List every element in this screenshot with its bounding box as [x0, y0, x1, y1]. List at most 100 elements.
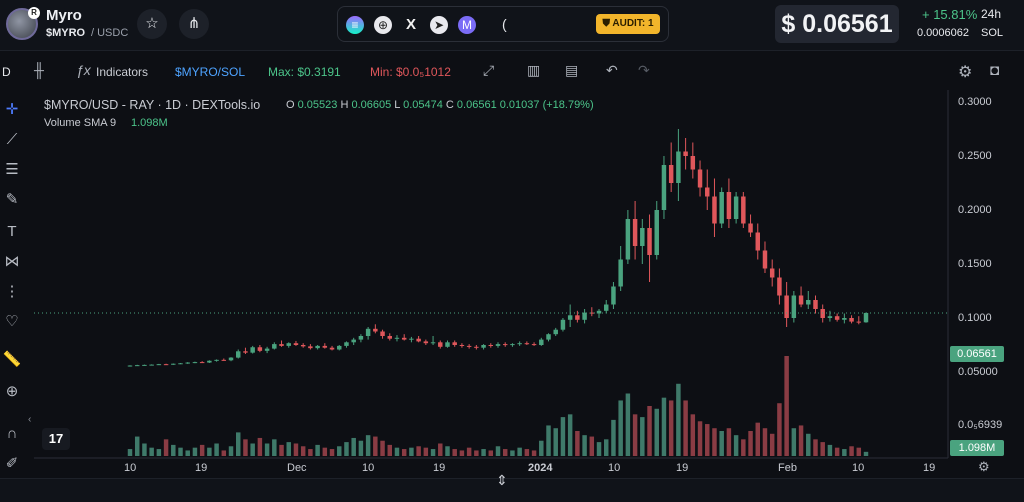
- shield-icon: ⛊: [602, 18, 610, 29]
- candles-style-icon[interactable]: ╫: [34, 62, 44, 78]
- volume-bar: [474, 450, 479, 456]
- pattern-tool-icon[interactable]: ⋈: [4, 253, 20, 270]
- line-chart-icon[interactable]: ▤: [565, 62, 579, 78]
- volume-bar: [243, 439, 248, 456]
- share-icon[interactable]: ⋔: [179, 9, 209, 39]
- candle-body: [791, 295, 797, 318]
- volume-bar: [539, 440, 544, 456]
- candle-body: [762, 250, 768, 269]
- fullscreen-icon[interactable]: ⤢: [483, 62, 495, 78]
- volume-sma-value: 1.098M: [131, 117, 168, 129]
- volume-bar: [784, 356, 789, 456]
- volume-bar: [438, 443, 443, 456]
- fib-tool-icon[interactable]: ⋮: [4, 283, 20, 300]
- volume-bar: [127, 449, 133, 456]
- solana-icon[interactable]: ≡: [346, 16, 364, 34]
- candle-body: [813, 300, 818, 309]
- token-header: R Myro $MYRO / USDC ☆ ⋔ ≡ ⊕ X ➤ M ( ⛊ AU…: [0, 0, 1024, 51]
- candle-body: [171, 363, 176, 365]
- price-in-sol: 0.0006062: [917, 27, 969, 39]
- candle-body: [625, 219, 631, 260]
- favorites-heart-icon[interactable]: ♡: [5, 313, 19, 330]
- collapse-toolbar-icon[interactable]: ‹: [28, 414, 32, 425]
- crosshair-icon[interactable]: ✛: [5, 101, 19, 118]
- indicators-icon[interactable]: ƒx: [76, 62, 91, 78]
- telegram-icon[interactable]: ➤: [430, 16, 448, 34]
- candle-body: [409, 338, 414, 340]
- magnet-icon[interactable]: ∩: [6, 425, 18, 442]
- x-axis-label: 10: [608, 462, 621, 474]
- x-axis-label: Feb: [778, 462, 797, 474]
- volume-bar: [834, 447, 840, 456]
- volume-bar: [337, 446, 342, 456]
- candle-body: [575, 315, 580, 320]
- undo-icon[interactable]: ↶: [606, 62, 618, 78]
- volume-bar: [777, 403, 782, 456]
- volume-bar: [293, 443, 299, 456]
- price-chart[interactable]: [0, 90, 1024, 478]
- candle-body: [380, 331, 385, 336]
- text-tool-icon[interactable]: T: [7, 223, 17, 240]
- tradingview-logo: 17: [42, 428, 70, 450]
- indicators-button[interactable]: Indicators: [96, 65, 149, 79]
- x-axis-label: 19: [195, 462, 208, 474]
- ruler-icon[interactable]: 📏: [2, 351, 22, 368]
- scroll-indicator-icon: (: [502, 16, 507, 32]
- lock-drawing-icon[interactable]: ✐: [5, 455, 19, 472]
- candle-body: [394, 337, 400, 339]
- candle-body: [337, 345, 342, 350]
- volume-bar: [459, 450, 465, 456]
- candle-body: [286, 343, 291, 346]
- screenshot-camera-icon[interactable]: ◘: [990, 62, 1000, 79]
- candle-body: [539, 339, 544, 345]
- x-axis-label: 19: [433, 462, 446, 474]
- candle-body: [438, 342, 443, 347]
- volume-bar: [199, 444, 205, 456]
- candle-body: [495, 344, 501, 346]
- candle-body: [560, 319, 566, 330]
- horizontal-lines-icon[interactable]: ☰: [5, 161, 19, 178]
- audit-badge[interactable]: ⛊ AUDIT: 1: [596, 14, 660, 34]
- candle-body: [697, 169, 703, 188]
- volume-bar: [214, 443, 219, 456]
- coinmarketcap-icon[interactable]: M: [458, 16, 476, 34]
- redo-icon[interactable]: ↷: [638, 62, 650, 78]
- x-twitter-icon[interactable]: X: [405, 16, 416, 33]
- candle-body: [445, 342, 450, 347]
- volume-bar: [697, 421, 703, 456]
- volume-bar: [300, 446, 306, 456]
- volume-bar: [769, 433, 775, 456]
- volume-bar: [560, 417, 566, 456]
- candle-body: [726, 192, 732, 219]
- bar-chart-icon[interactable]: ▥: [527, 62, 541, 78]
- interval-selector[interactable]: D: [2, 65, 11, 79]
- volume-bar: [134, 436, 140, 456]
- volume-bar: [192, 447, 198, 456]
- candle-body: [315, 345, 320, 349]
- volume-bar: [712, 428, 717, 456]
- website-globe-icon[interactable]: ⊕: [374, 16, 392, 34]
- volume-bar: [647, 406, 652, 456]
- resize-handle-icon[interactable]: ⇕: [496, 472, 508, 488]
- volume-bar: [502, 449, 508, 456]
- axis-settings-icon[interactable]: ⚙: [978, 459, 990, 474]
- candle-body: [199, 362, 205, 364]
- volume-bar: [849, 446, 854, 456]
- bottom-panel-bar: [0, 478, 1024, 502]
- volume-bar: [315, 444, 320, 456]
- candle-body: [618, 259, 623, 287]
- favorite-star-icon[interactable]: ☆: [137, 9, 167, 39]
- pair-toggle[interactable]: $MYRO/SOL: [175, 65, 246, 79]
- volume-bar: [495, 446, 501, 456]
- candle-body: [243, 351, 248, 353]
- trend-line-icon[interactable]: ⟋: [6, 131, 18, 148]
- brush-icon[interactable]: ✎: [5, 191, 19, 208]
- candle-body: [834, 316, 840, 320]
- volume-bar: [546, 425, 551, 456]
- volume-bar: [228, 446, 234, 456]
- candle-body: [423, 341, 429, 344]
- candle-body: [221, 359, 227, 361]
- volume-sma-label: Volume SMA 9: [44, 117, 117, 129]
- zoom-in-icon[interactable]: ⊕: [5, 383, 19, 400]
- settings-gear-icon[interactable]: ⚙: [958, 64, 973, 81]
